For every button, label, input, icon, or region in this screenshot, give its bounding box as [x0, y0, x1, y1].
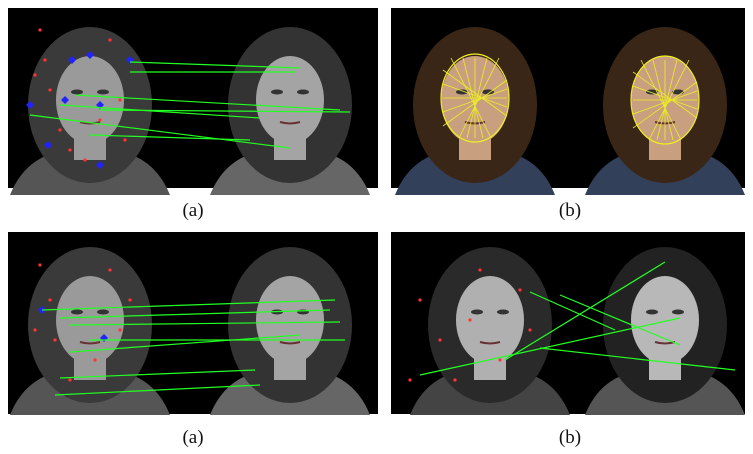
- eye: [672, 309, 684, 315]
- feature-marker: [44, 141, 52, 149]
- face: [56, 56, 124, 144]
- mesh-edge: [458, 57, 500, 139]
- match-line: [504, 261, 666, 361]
- eye: [271, 89, 283, 95]
- caption: (b): [559, 200, 581, 221]
- mesh-edge: [442, 79, 508, 127]
- feature-point: [118, 98, 122, 102]
- mesh-edge: [632, 90, 698, 115]
- feature-point: [438, 338, 442, 342]
- match-line: [69, 321, 341, 326]
- eye: [297, 89, 309, 95]
- feature-point: [58, 128, 62, 132]
- caption: (a): [182, 200, 203, 221]
- mesh-edge: [442, 88, 508, 113]
- feature-point: [68, 378, 72, 382]
- feature-marker: [96, 161, 104, 169]
- feature-point: [68, 148, 72, 152]
- face: [631, 276, 699, 364]
- match-line: [539, 347, 736, 371]
- caption: (a): [182, 427, 203, 448]
- eye: [97, 89, 109, 95]
- eye: [71, 89, 83, 95]
- face: [56, 276, 124, 364]
- eye: [97, 309, 109, 315]
- feature-point: [38, 263, 42, 267]
- eye: [482, 89, 494, 95]
- mouth: [479, 341, 501, 345]
- match-line: [59, 309, 331, 319]
- mesh-edge: [648, 59, 690, 141]
- feature-point: [418, 298, 422, 302]
- feature-point: [48, 298, 52, 302]
- match-line: [41, 299, 336, 311]
- feature-point: [33, 328, 37, 332]
- feature-point: [453, 378, 457, 382]
- feature-point: [478, 268, 482, 272]
- eye: [456, 89, 468, 95]
- face-mesh: [630, 55, 700, 145]
- feature-point: [118, 328, 122, 332]
- feature-point: [123, 138, 127, 142]
- feature-point: [93, 358, 97, 362]
- eye: [646, 89, 658, 95]
- mouth: [79, 341, 101, 345]
- image-panel: [8, 8, 378, 195]
- match-line: [559, 294, 681, 346]
- face: [256, 56, 324, 144]
- feature-point: [128, 298, 132, 302]
- mouth: [279, 341, 301, 345]
- match-line: [29, 114, 291, 149]
- image-panel: [391, 8, 745, 195]
- feature-point: [498, 358, 502, 362]
- feature-marker: [26, 101, 34, 109]
- match-line: [59, 369, 256, 379]
- mouth: [279, 121, 301, 125]
- feature-point: [518, 288, 522, 292]
- feature-point: [408, 378, 412, 382]
- feature-marker: [86, 51, 94, 59]
- match-line: [89, 134, 251, 141]
- eye: [497, 309, 509, 315]
- mesh-edge: [466, 57, 488, 139]
- face-mesh: [440, 53, 510, 143]
- feature-marker: [61, 96, 69, 104]
- match-line: [99, 109, 351, 113]
- eye: [71, 309, 83, 315]
- match-line: [129, 61, 301, 69]
- image-panel: [8, 232, 378, 415]
- feature-point: [38, 28, 42, 32]
- match-line: [54, 384, 261, 396]
- mesh-edge: [656, 59, 678, 141]
- feature-point: [83, 158, 87, 162]
- eye: [471, 309, 483, 315]
- feature-point: [528, 328, 532, 332]
- match-line: [529, 291, 616, 331]
- feature-marker: [68, 56, 76, 64]
- mesh-edge: [632, 81, 698, 129]
- match-line: [69, 334, 301, 353]
- feature-point: [33, 73, 37, 77]
- face: [456, 276, 524, 364]
- feature-point: [468, 318, 472, 322]
- feature-point: [43, 58, 47, 62]
- feature-point: [48, 88, 52, 92]
- image-panel: [391, 232, 745, 415]
- feature-point: [108, 38, 112, 42]
- mouth: [79, 121, 101, 125]
- face: [256, 276, 324, 364]
- eye: [646, 309, 658, 315]
- feature-point: [98, 118, 102, 122]
- match-line: [59, 104, 261, 119]
- feature-point: [108, 268, 112, 272]
- feature-point: [53, 338, 57, 342]
- caption: (b): [559, 427, 581, 448]
- match-line: [74, 94, 341, 111]
